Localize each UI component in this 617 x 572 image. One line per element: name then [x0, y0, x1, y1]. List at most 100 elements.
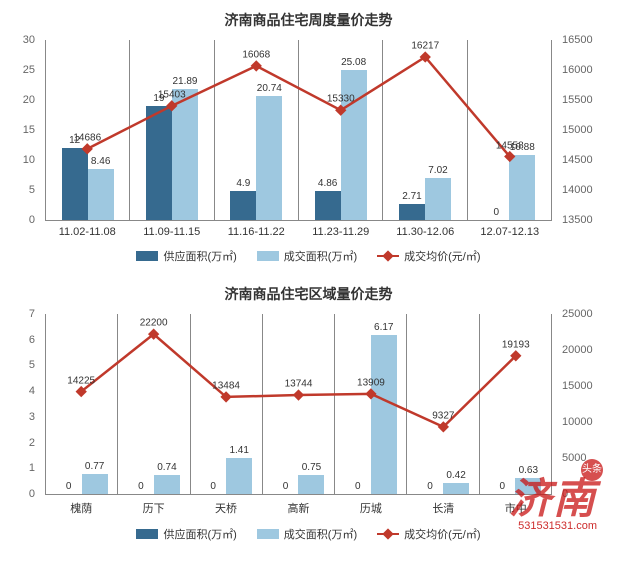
y-tick: 5000	[562, 452, 586, 464]
category: 1921.89	[129, 40, 213, 220]
chart2-x-axis: 槐荫历下天桥高新历城长清市中	[45, 500, 552, 516]
category: 128.46	[45, 40, 129, 220]
bar-label: 0.77	[85, 461, 104, 472]
bar-supply: 12	[62, 148, 88, 220]
bar-deal: 8.46	[88, 169, 114, 220]
bar-label: 2.71	[402, 191, 421, 202]
category: 01.41	[190, 314, 262, 494]
legend-swatch-bar1	[136, 251, 158, 261]
y-tick: 20000	[562, 344, 593, 356]
category: 00.77	[45, 314, 117, 494]
y-tick: 0	[29, 214, 35, 226]
line-label: 14558	[496, 140, 524, 151]
line-label: 13484	[212, 380, 240, 391]
y-tick: 25000	[562, 308, 593, 320]
x-tick: 11.09-11.15	[130, 226, 215, 238]
chart2-title: 济南商品住宅区域量价走势	[10, 284, 607, 304]
x-tick: 市中	[480, 500, 552, 516]
bar-deal: 7.02	[425, 178, 451, 220]
x-tick: 天桥	[190, 500, 262, 516]
x-tick: 12.07-12.13	[468, 226, 553, 238]
bar-deal: 6.17	[371, 335, 397, 494]
y-tick: 4	[29, 385, 35, 397]
legend-bar1: 供应面积(万㎡)	[136, 248, 236, 264]
bar-label: 0	[210, 481, 216, 492]
bar-label: 1.41	[229, 445, 248, 456]
bar-supply: 2.71	[399, 204, 425, 220]
x-tick: 长清	[407, 500, 479, 516]
legend-swatch-line	[377, 533, 399, 535]
bar-deal: 20.74	[256, 96, 282, 220]
category: 00.74	[117, 314, 189, 494]
bar-label: 7.02	[428, 165, 447, 176]
legend-swatch-bar2	[257, 529, 279, 539]
y-tick: 5	[29, 359, 35, 371]
y-tick: 10000	[562, 416, 593, 428]
x-tick: 11.23-11.29	[299, 226, 384, 238]
bar-deal: 25.08	[341, 70, 367, 220]
legend-label-bar1: 供应面积(万㎡)	[163, 248, 236, 264]
bar-label: 6.17	[374, 322, 393, 333]
category: 00.75	[262, 314, 334, 494]
y-tick: 5	[29, 184, 35, 196]
line-label: 22200	[140, 318, 168, 329]
line-label: 13909	[357, 377, 385, 388]
bar-label: 0.42	[446, 470, 465, 481]
y-tick: 15000	[562, 380, 593, 392]
y-tick: 7	[29, 308, 35, 320]
y-tick: 16500	[562, 34, 593, 46]
chart1-plot: 051015202530 135001400014500150001550016…	[45, 40, 552, 221]
bar-deal: 0.42	[443, 483, 469, 494]
bar-label: 0	[427, 481, 433, 492]
y-tick: 0	[29, 488, 35, 500]
y-tick: 13500	[562, 214, 593, 226]
bar-deal: 10.88	[509, 155, 535, 220]
y-tick: 20	[23, 94, 35, 106]
y-tick: 15000	[562, 124, 593, 136]
y-tick: 15	[23, 124, 35, 136]
category: 00.42	[406, 314, 478, 494]
y-tick: 15500	[562, 94, 593, 106]
x-tick: 槐荫	[45, 500, 117, 516]
y-tick: 16000	[562, 64, 593, 76]
bar-deal: 1.41	[226, 458, 252, 494]
bar-label: 21.89	[172, 76, 197, 87]
legend-bar2: 成交面积(万㎡)	[257, 526, 357, 542]
legend-swatch-line	[377, 255, 399, 257]
bar-label: 0	[138, 481, 144, 492]
bar-supply: 4.86	[315, 191, 341, 220]
chart1-x-axis: 11.02-11.0811.09-11.1511.16-11.2211.23-1…	[45, 226, 552, 238]
line-label: 9327	[432, 410, 454, 421]
legend-label-bar2: 成交面积(万㎡)	[284, 526, 357, 542]
chart1-y-left: 051015202530	[10, 40, 40, 220]
line-label: 15330	[327, 94, 355, 105]
bar-label: 0	[283, 481, 289, 492]
chart2-legend: 供应面积(万㎡) 成交面积(万㎡) 成交均价(元/㎡)	[10, 526, 607, 542]
bar-deal: 0.63	[515, 478, 541, 494]
category: 4.8625.08	[298, 40, 382, 220]
bar-deal: 0.74	[154, 475, 180, 494]
bar-deal: 0.77	[82, 474, 108, 494]
legend-line: 成交均价(元/㎡)	[377, 526, 480, 542]
line-label: 16217	[411, 40, 439, 51]
bar-label: 20.74	[257, 83, 282, 94]
category: 06.17	[334, 314, 406, 494]
chart2-bars: 00.7700.7401.4100.7506.1700.4200.63	[45, 314, 552, 494]
chart1-bars: 128.461921.894.920.744.8625.082.717.0201…	[45, 40, 552, 220]
x-tick: 11.16-11.22	[214, 226, 299, 238]
line-label: 14686	[73, 132, 101, 143]
chart2-plot: 01234567 0500010000150002000025000 00.77…	[45, 314, 552, 495]
legend-label-bar2: 成交面积(万㎡)	[284, 248, 357, 264]
x-tick: 历下	[117, 500, 189, 516]
legend-bar2: 成交面积(万㎡)	[257, 248, 357, 264]
x-tick: 11.02-11.08	[45, 226, 130, 238]
y-tick: 30	[23, 34, 35, 46]
chart1-title: 济南商品住宅周度量价走势	[10, 10, 607, 30]
bar-label: 0	[494, 207, 500, 218]
bar-label: 8.46	[91, 156, 110, 167]
legend-swatch-bar1	[136, 529, 158, 539]
y-tick: 1	[29, 462, 35, 474]
x-tick: 高新	[262, 500, 334, 516]
bar-deal: 0.75	[298, 475, 324, 494]
y-tick: 14000	[562, 184, 593, 196]
